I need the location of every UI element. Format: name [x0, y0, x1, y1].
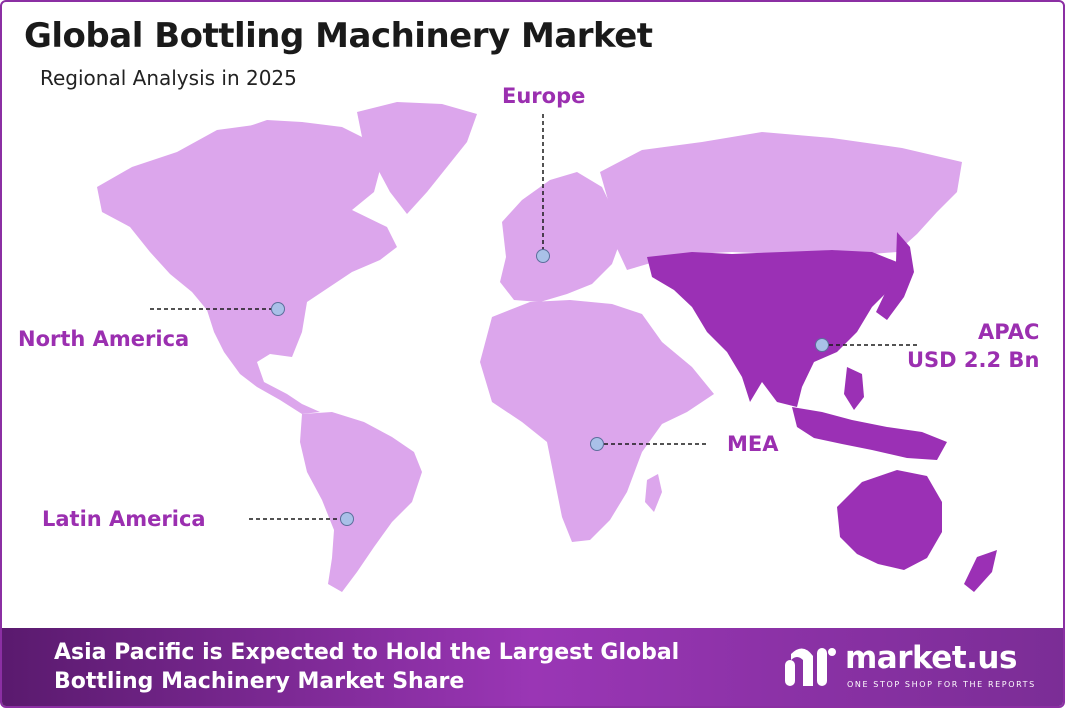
region-label-mea: MEA: [727, 432, 779, 456]
page-title: Global Bottling Machinery Market: [24, 16, 653, 56]
region-label-europe: Europe: [502, 84, 586, 108]
marker-latin-america: [340, 512, 354, 526]
footer-line-2: Bottling Machinery Market Share: [54, 669, 465, 694]
map-new-zealand: [964, 550, 997, 592]
map-north-asia: [600, 132, 962, 270]
marker-europe: [536, 249, 550, 263]
marker-mea: [590, 437, 604, 451]
logo-mark-icon: [785, 648, 836, 686]
footer-banner: Asia Pacific is Expected to Hold the Lar…: [2, 628, 1063, 706]
logo-tagline: ONE STOP SHOP FOR THE REPORTS: [847, 680, 1036, 689]
map-arctic-islands: [232, 120, 322, 144]
map-greenland: [357, 102, 477, 214]
market-us-logo: market.us ONE STOP SHOP FOR THE REPORTS: [783, 640, 1036, 696]
map-africa: [480, 300, 714, 542]
region-label-north-america: North America: [18, 327, 190, 351]
page-subtitle: Regional Analysis in 2025: [40, 66, 297, 90]
map-europe: [500, 172, 620, 302]
region-label-apac: APAC USD 2.2 Bn: [907, 318, 1039, 374]
logo-wordmark: market.us: [845, 640, 1017, 676]
map-australia: [837, 470, 942, 570]
map-japan: [876, 232, 914, 320]
region-label-apac-value: USD 2.2 Bn: [907, 348, 1040, 372]
marker-north-america: [271, 302, 285, 316]
region-label-latin-america: Latin America: [42, 507, 206, 531]
marker-apac: [815, 338, 829, 352]
footer-line-1: Asia Pacific is Expected to Hold the Lar…: [54, 640, 680, 665]
map-southeast-asia-islands: [792, 407, 947, 460]
map-apac-mainland: [647, 250, 897, 407]
map-north-america: [97, 122, 397, 414]
footer-text: Asia Pacific is Expected to Hold the Lar…: [54, 638, 679, 696]
map-philippines: [844, 367, 864, 410]
map-madagascar: [645, 474, 662, 512]
region-label-apac-name: APAC: [978, 320, 1040, 344]
map-latin-america: [300, 412, 422, 592]
